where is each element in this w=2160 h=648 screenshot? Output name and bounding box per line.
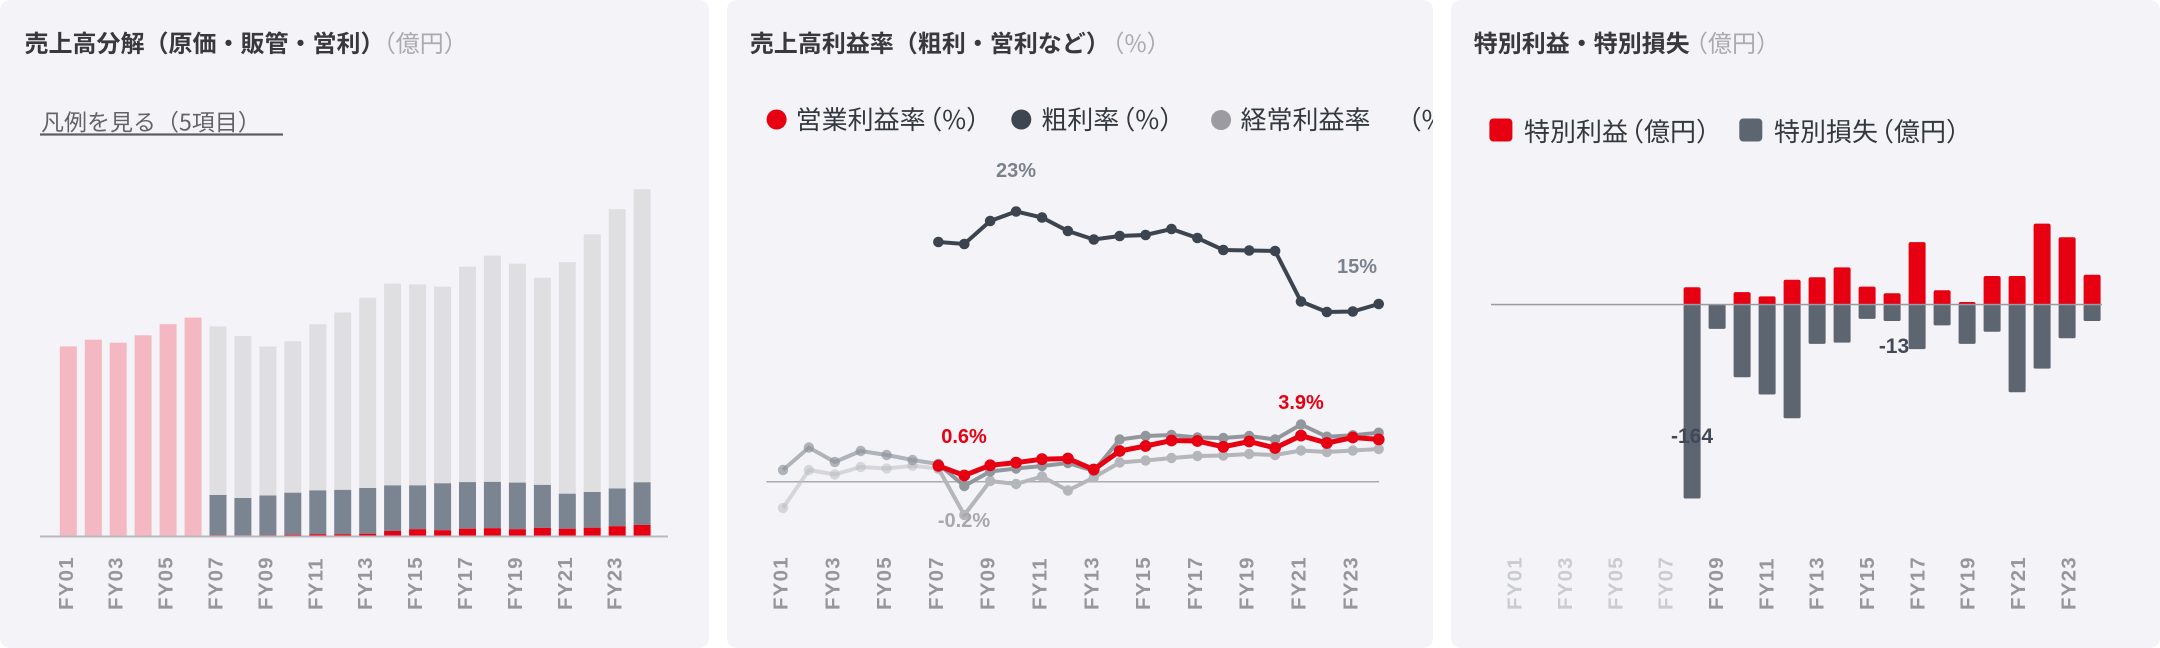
svg-text:FY13: FY13 xyxy=(1806,556,1829,610)
svg-text:FY15: FY15 xyxy=(1132,556,1155,610)
svg-text:FY01: FY01 xyxy=(1504,556,1527,610)
svg-text:FY11: FY11 xyxy=(1755,557,1778,610)
svg-text:FY21: FY21 xyxy=(2007,556,2030,610)
svg-text:FY17: FY17 xyxy=(1906,556,1929,610)
svg-text:FY09: FY09 xyxy=(1705,556,1728,610)
svg-text:-0.2%: -0.2% xyxy=(938,510,990,532)
svg-text:FY11: FY11 xyxy=(1029,557,1052,610)
svg-text:FY01: FY01 xyxy=(55,556,78,610)
svg-text:FY03: FY03 xyxy=(105,556,128,610)
svg-text:FY07: FY07 xyxy=(1655,556,1678,610)
svg-text:FY11: FY11 xyxy=(304,557,327,610)
svg-text:3.9%: 3.9% xyxy=(1278,392,1324,414)
svg-text:FY01: FY01 xyxy=(770,556,793,610)
svg-text:FY21: FY21 xyxy=(554,556,577,610)
svg-text:FY09: FY09 xyxy=(254,556,277,610)
svg-text:FY19: FY19 xyxy=(1236,556,1259,610)
svg-text:FY23: FY23 xyxy=(604,556,627,610)
svg-text:15%: 15% xyxy=(1337,256,1377,278)
svg-text:FY23: FY23 xyxy=(2057,556,2080,610)
svg-text:FY19: FY19 xyxy=(504,556,527,610)
svg-text:-13: -13 xyxy=(1879,335,1909,358)
svg-text:FY21: FY21 xyxy=(1288,556,1311,610)
svg-text:FY17: FY17 xyxy=(454,556,477,610)
svg-text:FY17: FY17 xyxy=(1184,556,1207,610)
svg-text:FY13: FY13 xyxy=(1080,556,1103,610)
svg-text:FY07: FY07 xyxy=(205,556,228,610)
svg-text:FY03: FY03 xyxy=(821,556,844,610)
svg-text:FY05: FY05 xyxy=(155,556,178,610)
svg-text:-164: -164 xyxy=(1671,425,1713,448)
svg-text:0.6%: 0.6% xyxy=(941,426,987,448)
svg-text:FY07: FY07 xyxy=(925,556,948,610)
svg-text:FY23: FY23 xyxy=(1339,556,1362,610)
svg-text:FY13: FY13 xyxy=(354,556,377,610)
svg-text:FY03: FY03 xyxy=(1554,556,1577,610)
svg-text:FY15: FY15 xyxy=(1856,556,1879,610)
svg-text:23%: 23% xyxy=(996,160,1036,182)
svg-text:FY09: FY09 xyxy=(977,556,1000,610)
svg-text:FY19: FY19 xyxy=(1957,556,1980,610)
svg-text:FY15: FY15 xyxy=(404,556,427,610)
svg-text:FY05: FY05 xyxy=(873,556,896,610)
svg-text:FY05: FY05 xyxy=(1604,556,1627,610)
